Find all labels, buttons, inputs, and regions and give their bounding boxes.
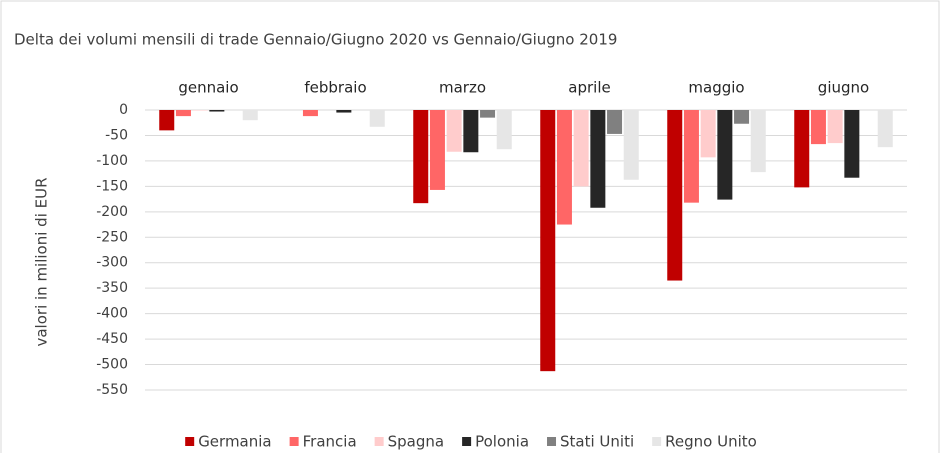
y-tick-label: -500 [96, 357, 128, 373]
bar [480, 110, 496, 118]
y-tick-label: -150 [96, 178, 128, 194]
bar [159, 110, 175, 131]
legend-label: Polonia [475, 433, 529, 451]
legend-marker [289, 437, 299, 446]
bar [717, 110, 733, 200]
category-label: giugno [818, 79, 869, 97]
bar [844, 110, 860, 178]
chart-title: Delta dei volumi mensili di trade Gennai… [14, 31, 617, 49]
y-tick-label: -400 [96, 306, 128, 322]
bar [700, 110, 716, 158]
bar [463, 110, 479, 153]
bar [209, 110, 225, 112]
y-tick-label: -250 [96, 229, 128, 245]
y-tick-label: 0 [119, 102, 128, 118]
bar [590, 110, 606, 208]
category-label: aprile [568, 79, 610, 97]
bar [175, 110, 191, 117]
legend-label: Francia [303, 433, 357, 451]
bar [750, 110, 766, 173]
category-label: marzo [439, 79, 486, 97]
legend-label: Germania [198, 433, 271, 451]
bar [810, 110, 826, 145]
bar [573, 110, 589, 187]
legend-label: Stati Uniti [560, 433, 634, 451]
y-tick-label: -450 [96, 331, 128, 347]
bar [496, 110, 512, 150]
bar [556, 110, 572, 225]
category-label: febbraio [304, 79, 366, 97]
category-label: maggio [688, 79, 744, 97]
bar [877, 110, 893, 148]
bar [446, 110, 462, 152]
y-tick-label: -300 [96, 255, 128, 271]
bar [623, 110, 639, 180]
legend-label: Regno Unito [665, 433, 757, 451]
y-tick-label: -100 [96, 153, 128, 169]
legend-marker [652, 437, 662, 446]
bar [413, 110, 429, 204]
bar [429, 110, 445, 190]
y-tick-label: -550 [96, 382, 128, 398]
y-tick-label: -50 [105, 127, 128, 143]
bar [734, 110, 750, 124]
bar [369, 110, 385, 127]
legend-marker [374, 437, 384, 446]
legend-marker [462, 437, 472, 446]
legend-marker [185, 437, 195, 446]
legend-marker [547, 437, 557, 446]
bar [192, 110, 208, 111]
category-label: gennaio [178, 79, 238, 97]
y-tick-label: -200 [96, 204, 128, 220]
bar [794, 110, 810, 188]
bar [540, 110, 556, 372]
bar [302, 110, 318, 117]
legend-label: Spagna [388, 433, 444, 451]
y-tick-label: -350 [96, 280, 128, 296]
bar [827, 110, 843, 144]
bar [242, 110, 258, 121]
bar [667, 110, 683, 281]
bar [683, 110, 699, 203]
bar [607, 110, 623, 134]
bar [336, 110, 352, 113]
y-axis-label: valori in milioni di EUR [33, 177, 51, 346]
